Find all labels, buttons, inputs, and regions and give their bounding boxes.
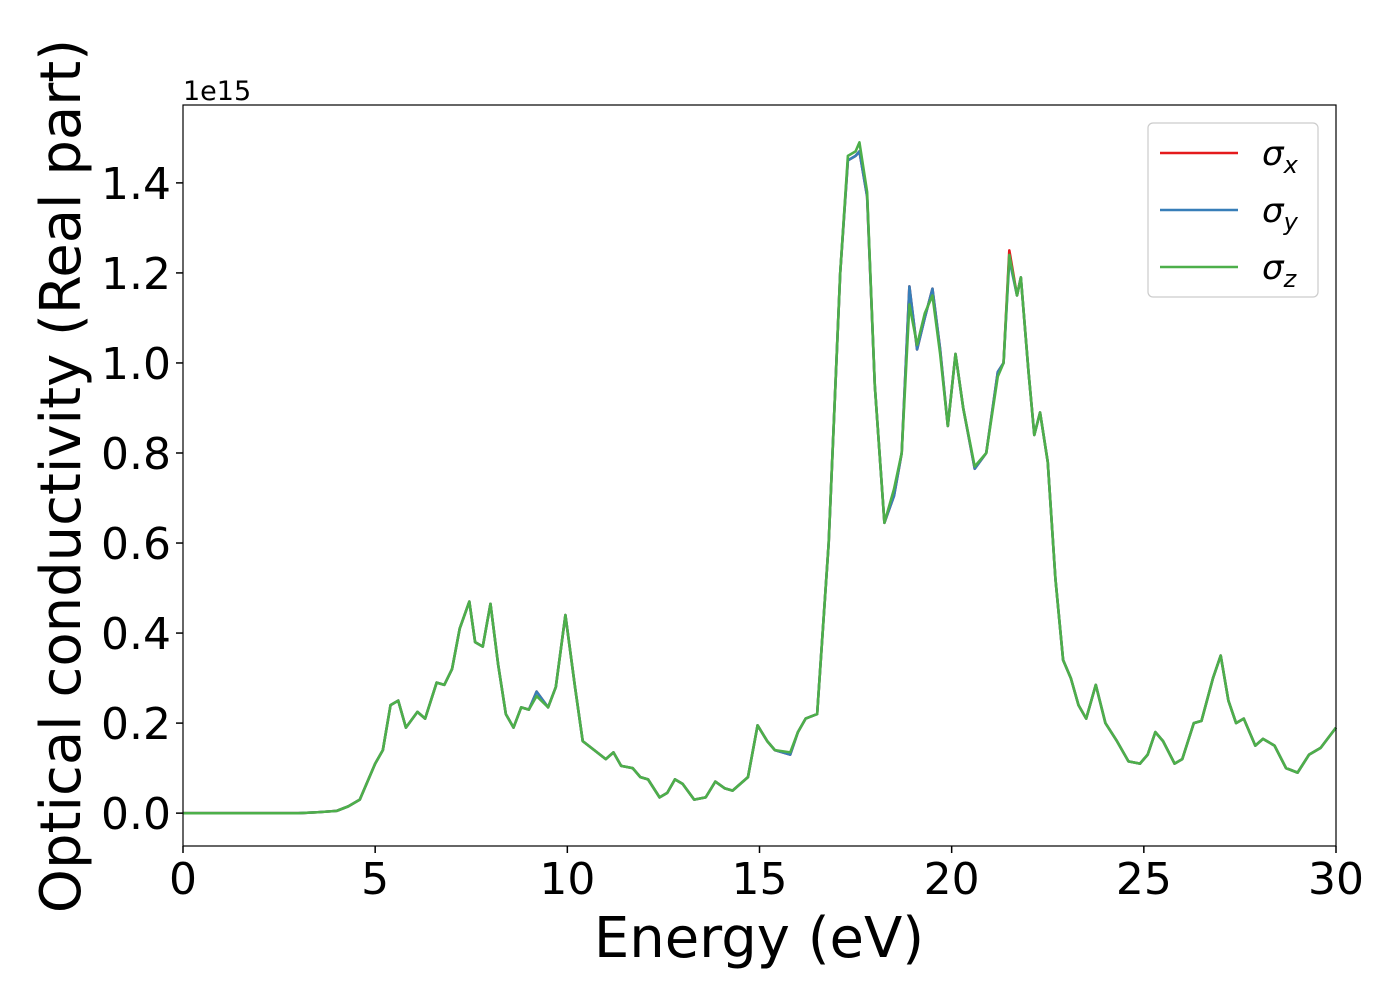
x-tick-label: 5 — [361, 854, 389, 905]
x-axis-label: Energy (eV) — [594, 906, 924, 971]
legend-label: σy — [1262, 191, 1299, 236]
x-tick-label: 25 — [1116, 854, 1172, 905]
y-axis-label: Optical conductivity (Real part) — [29, 39, 94, 913]
plot-frame — [182, 104, 1337, 847]
x-tick-label: 10 — [539, 854, 595, 905]
y-tick-label: 0.8 — [101, 429, 171, 480]
legend: σx σy σz — [1147, 122, 1319, 298]
y-tick-label: 1.4 — [101, 159, 171, 210]
y-tick-label: 0.4 — [101, 609, 171, 660]
y-tick-label: 1.0 — [101, 339, 171, 390]
x-tick-label: 0 — [169, 854, 197, 905]
x-tick-label: 15 — [732, 854, 788, 905]
y-tick-label: 0.2 — [101, 699, 171, 750]
legend-label: σx — [1262, 134, 1299, 179]
series-line — [183, 141, 1338, 815]
y-tick-label: 0.6 — [101, 519, 171, 570]
x-tick-label: 30 — [1308, 854, 1364, 905]
y-offset-label: 1e15 — [183, 76, 251, 107]
legend-label: σz — [1262, 248, 1298, 293]
y-tick-label: 0.0 — [101, 789, 171, 840]
y-tick-label: 1.2 — [101, 249, 171, 300]
x-tick-label: 20 — [924, 854, 980, 905]
